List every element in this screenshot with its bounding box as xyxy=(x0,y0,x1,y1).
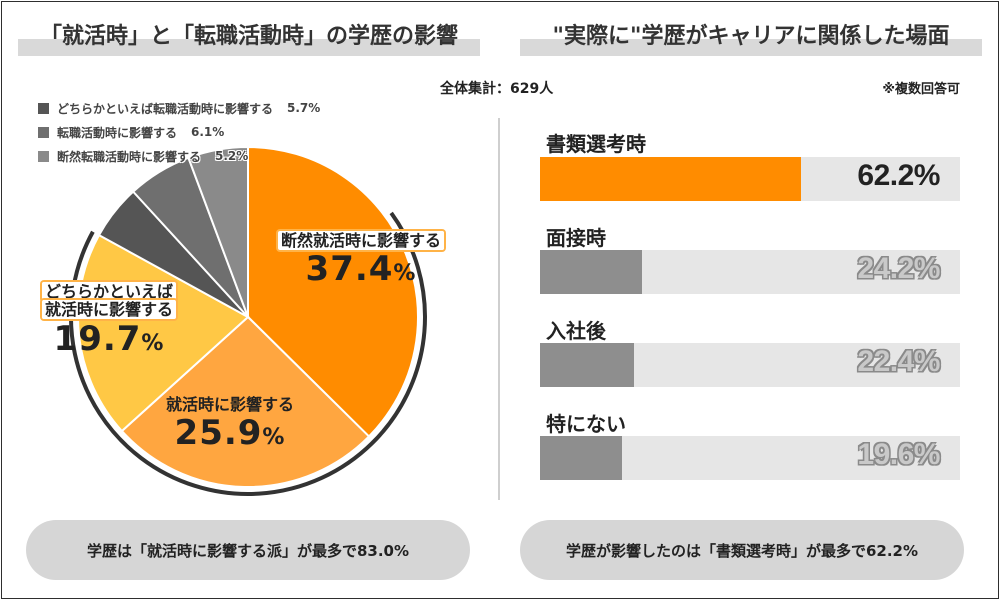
summary-pill-left: 学歴は「就活時に影響する派」が最多で83.0% xyxy=(26,520,470,580)
pie-slice-slight-job-change xyxy=(187,145,249,318)
bar-track: 24.2% xyxy=(540,250,960,294)
bar-category-after-joining: 入社後 xyxy=(546,319,606,343)
bar-category-document-screening: 書類選考時 xyxy=(546,132,646,156)
bar-interview xyxy=(540,250,642,294)
pie-label-slight-job-hunt: どちらかといえば 就活時に影響する 19.7% xyxy=(42,282,177,359)
bar-track: 19.6% xyxy=(540,436,960,480)
pie-accent-arc xyxy=(69,211,427,496)
bar-track: 22.4% xyxy=(540,343,960,387)
pie-chart-title: 「就活時」と「転職活動時」の学歴の影響 xyxy=(18,18,480,56)
bar-value-interview: 24.2% xyxy=(857,252,940,285)
bar-after-joining xyxy=(540,343,635,387)
center-divider xyxy=(498,118,500,500)
bar-category-interview: 面接時 xyxy=(546,226,606,250)
legend-swatch xyxy=(38,126,49,138)
bar-value-document-screening: 62.2% xyxy=(857,159,940,192)
bar-document-screening xyxy=(540,157,802,201)
pie-slice-definitely-job-hunt xyxy=(247,145,419,438)
legend-swatch xyxy=(38,150,49,162)
bar-chart-title: "実際に"学歴がキャリアに関係した場面 xyxy=(520,18,982,56)
total-count-label: 全体集計：629人 xyxy=(440,81,554,97)
legend-item-job-change: 転職活動時に影響する 6.1% xyxy=(38,123,224,141)
pie-label-job-hunt: 就活時に影響する 25.9% xyxy=(166,395,295,454)
pie-label-definitely-job-hunt: 断然就活時に影響する 37.4% xyxy=(278,231,445,289)
pie-slice-job-hunt xyxy=(120,315,371,488)
legend-item-slight-job-change: どちらかといえば転職活動時に影響する 5.7% xyxy=(38,99,320,117)
bar-track: 62.2% xyxy=(540,157,960,201)
pie-chart xyxy=(69,145,427,496)
bar-category-none: 特にない xyxy=(546,412,626,436)
legend-swatch xyxy=(38,102,49,114)
bar-value-after-joining: 22.4% xyxy=(857,345,940,378)
bar-value-none: 19.6% xyxy=(857,438,940,471)
legend-item-definitely-job-change: 断然転職活動時に影響する 5.2% xyxy=(38,147,248,165)
multiple-answer-note: ※複数回答可 xyxy=(882,82,960,97)
summary-pill-right: 学歴が影響したのは「書類選考時」が最多で62.2% xyxy=(520,520,964,580)
bar-none xyxy=(540,436,623,480)
